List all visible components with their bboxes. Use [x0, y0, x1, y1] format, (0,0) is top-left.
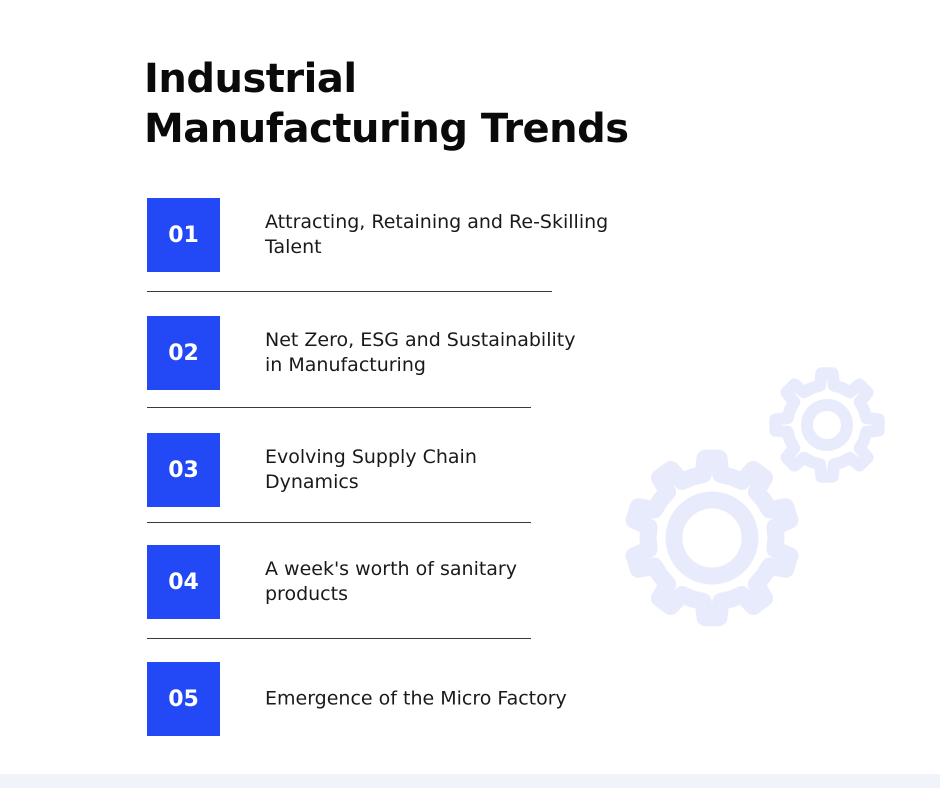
small-gear-icon: [769, 367, 885, 483]
page-title: Industrial Manufacturing Trends: [144, 54, 629, 154]
item-number-badge: 04: [147, 545, 220, 619]
item-text: Emergence of the Micro Factory: [265, 687, 567, 710]
divider: [147, 522, 531, 523]
list-item: 02 Net Zero, ESG and Sustainability in M…: [147, 316, 707, 390]
list-item: 01 Attracting, Retaining and Re-Skilling…: [147, 198, 707, 272]
large-gear-icon: [625, 449, 799, 627]
divider: [147, 407, 531, 408]
item-text: Net Zero, ESG and Sustainability in Manu…: [265, 329, 576, 376]
list-item: 03 Evolving Supply Chain Dynamics: [147, 433, 707, 507]
bottom-band: [0, 774, 940, 788]
item-number-badge: 05: [147, 662, 220, 736]
title-line-2: Manufacturing Trends: [144, 106, 629, 152]
item-number-badge: 03: [147, 433, 220, 507]
item-number-badge: 01: [147, 198, 220, 272]
item-text: Attracting, Retaining and Re-Skilling Ta…: [265, 211, 609, 258]
item-text: A week's worth of sanitary products: [265, 558, 517, 605]
list-item: 04 A week's worth of sanitary products: [147, 545, 707, 619]
divider: [147, 291, 552, 292]
title-line-1: Industrial: [144, 56, 357, 102]
list-item: 05 Emergence of the Micro Factory: [147, 662, 707, 736]
divider: [147, 638, 531, 639]
item-number-badge: 02: [147, 316, 220, 390]
item-text: Evolving Supply Chain Dynamics: [265, 446, 477, 493]
